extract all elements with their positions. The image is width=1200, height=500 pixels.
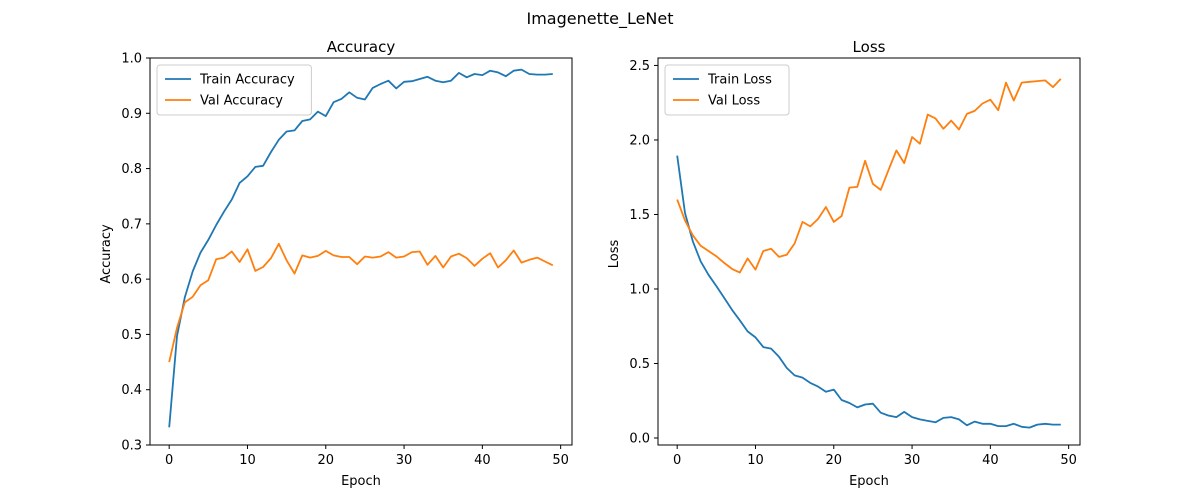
accuracy-axes-frame — [149, 57, 573, 446]
loss-legend-label: Val Loss — [708, 94, 760, 109]
loss-y-tick-label: 1.0 — [629, 282, 650, 297]
loss-x-tick-label: 0 — [673, 453, 681, 468]
accuracy-x-tick-label: 10 — [239, 453, 256, 468]
accuracy-y-tick-label: 0.4 — [121, 383, 142, 398]
accuracy-y-tick-label: 0.3 — [121, 439, 142, 454]
loss-y-tick-label: 1.5 — [629, 208, 650, 223]
loss-y-tick-label: 0.5 — [629, 357, 650, 372]
accuracy-y-tick-label: 0.6 — [121, 273, 142, 288]
accuracy-series-train-accuracy-line — [168, 68, 553, 428]
loss-x-axis-label: Epoch — [849, 474, 889, 489]
accuracy-x-tick-label: 20 — [317, 453, 334, 468]
loss-series-val-loss-line — [676, 78, 1062, 274]
loss-x-tick-label: 20 — [825, 453, 842, 468]
accuracy-legend: Train Accuracy Val Accuracy — [156, 64, 312, 116]
accuracy-legend-label: Train Accuracy — [199, 73, 295, 88]
loss-x-tick-label: 30 — [904, 453, 921, 468]
accuracy-x-tick-label: 40 — [474, 453, 491, 468]
loss-x-tick-label: 10 — [747, 453, 764, 468]
accuracy-y-tick-label: 0.5 — [121, 328, 142, 343]
loss-legend: Train Loss Val Loss — [664, 64, 790, 116]
accuracy-legend-label: Val Accuracy — [200, 94, 283, 109]
loss-y-tick-label: 0.0 — [629, 431, 650, 446]
loss-y-tick-label: 2.0 — [629, 133, 650, 148]
loss-x-tick-label: 50 — [1060, 453, 1077, 468]
accuracy-y-tick-label: 0.7 — [121, 217, 142, 232]
loss-panel: Loss Epoch Loss 0 10 20 30 40 50 0.0 0.5 1.0 1.5 2… — [607, 38, 1081, 489]
accuracy-panel: Accuracy Epoch Accuracy 0 10 20 30 40 50 0.3 0.… — [99, 38, 573, 489]
loss-chart-title: Loss — [853, 38, 886, 56]
accuracy-y-tick-label: 1.0 — [121, 52, 142, 67]
loss-series-train-loss-line — [676, 155, 1061, 429]
accuracy-y-tick-label: 0.9 — [121, 107, 142, 122]
loss-legend-box — [664, 64, 790, 116]
accuracy-y-tick-label: 0.8 — [121, 162, 142, 177]
loss-legend-label: Train Loss — [707, 73, 772, 88]
loss-x-tick-label: 40 — [982, 453, 999, 468]
accuracy-y-axis-label: Accuracy — [99, 224, 114, 284]
loss-y-tick-label: 2.5 — [629, 59, 650, 74]
accuracy-x-tick-label: 50 — [552, 453, 569, 468]
loss-axes-frame — [657, 57, 1081, 446]
accuracy-legend-box — [156, 64, 312, 116]
loss-y-axis-label: Loss — [607, 240, 622, 269]
accuracy-x-tick-label: 30 — [396, 453, 413, 468]
accuracy-series-val-accuracy-line — [168, 242, 554, 363]
accuracy-x-axis-label: Epoch — [341, 474, 381, 489]
figure-title: Imagenette_LeNet — [526, 9, 673, 29]
accuracy-x-tick-label: 0 — [165, 453, 173, 468]
accuracy-chart-title: Accuracy — [327, 38, 396, 56]
